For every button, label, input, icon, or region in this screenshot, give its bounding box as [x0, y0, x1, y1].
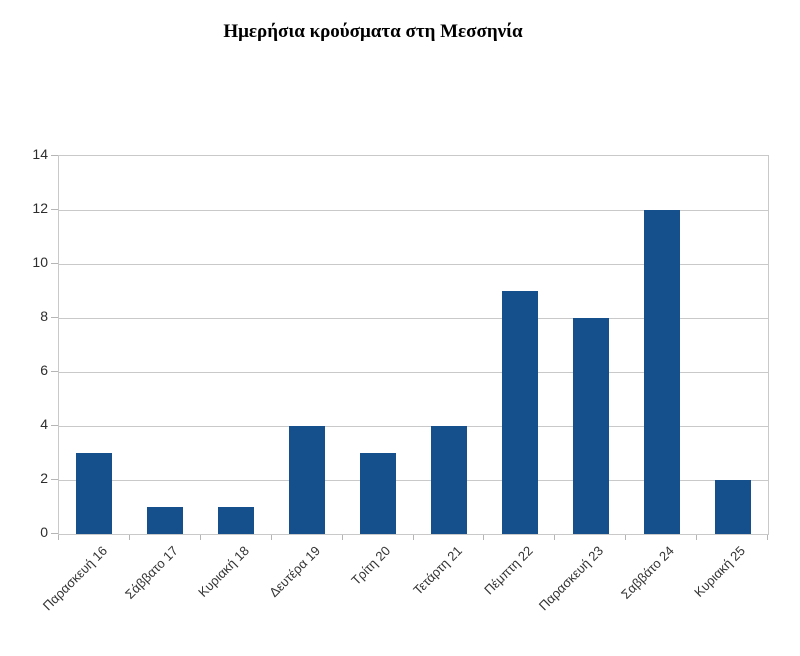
- y-tick-mark: [51, 155, 58, 156]
- bar: [360, 453, 397, 534]
- x-tick-mark: [128, 535, 130, 540]
- x-category-label: Τρίτη 20: [348, 543, 394, 589]
- plot-area: [58, 155, 769, 535]
- x-tick-mark: [412, 535, 414, 540]
- y-tick-mark: [51, 533, 58, 534]
- x-category-label: Σαββάτο 24: [618, 543, 678, 602]
- y-tick-label: 2: [40, 470, 48, 486]
- x-category-label: Τετάρτη 21: [409, 543, 465, 598]
- gridline: [59, 371, 768, 373]
- x-tick-mark: [554, 535, 556, 540]
- x-tick-mark: [625, 535, 627, 540]
- x-category-label: Σάββατο 17: [122, 543, 181, 602]
- y-tick-label: 10: [32, 254, 48, 270]
- y-tick-mark: [51, 479, 58, 480]
- x-tick-mark: [199, 535, 201, 540]
- x-category-label: Κυριακή 25: [691, 543, 749, 600]
- gridline: [59, 425, 768, 427]
- x-tick-mark: [58, 535, 59, 540]
- x-tick-mark: [270, 535, 272, 540]
- y-tick-label: 6: [40, 362, 48, 378]
- x-category-label: Δευτέρα 19: [265, 543, 323, 600]
- bar: [714, 480, 751, 534]
- x-category-label: Κυριακή 18: [195, 543, 252, 600]
- bar: [643, 210, 680, 534]
- y-tick-mark: [51, 317, 58, 318]
- bar: [147, 507, 184, 534]
- bar: [430, 426, 467, 534]
- x-tick-mark: [767, 535, 768, 540]
- bar: [572, 318, 609, 534]
- x-category-label: Παρασκευή 16: [39, 543, 111, 614]
- x-tick-mark: [696, 535, 698, 540]
- x-tick-mark: [483, 535, 485, 540]
- y-tick-mark: [51, 425, 58, 426]
- bar: [218, 507, 255, 534]
- y-tick-mark: [51, 371, 58, 372]
- x-category-label: Πέμπτη 22: [480, 543, 536, 598]
- x-category-label: Παρασκευή 23: [535, 543, 607, 614]
- gridline: [59, 263, 768, 265]
- y-tick-label: 0: [40, 524, 48, 540]
- gridline: [59, 209, 768, 211]
- gridline: [59, 479, 768, 481]
- y-tick-label: 14: [32, 146, 48, 162]
- gridline: [59, 317, 768, 319]
- y-tick-label: 4: [40, 416, 48, 432]
- bar: [76, 453, 113, 534]
- y-tick-mark: [51, 209, 58, 210]
- y-tick-label: 12: [32, 200, 48, 216]
- bar: [501, 291, 538, 534]
- x-tick-mark: [341, 535, 343, 540]
- chart-title: Ημερήσια κρούσματα στη Μεσσηνία: [223, 21, 523, 42]
- bar: [289, 426, 326, 534]
- y-tick-label: 8: [40, 308, 48, 324]
- y-tick-mark: [51, 263, 58, 264]
